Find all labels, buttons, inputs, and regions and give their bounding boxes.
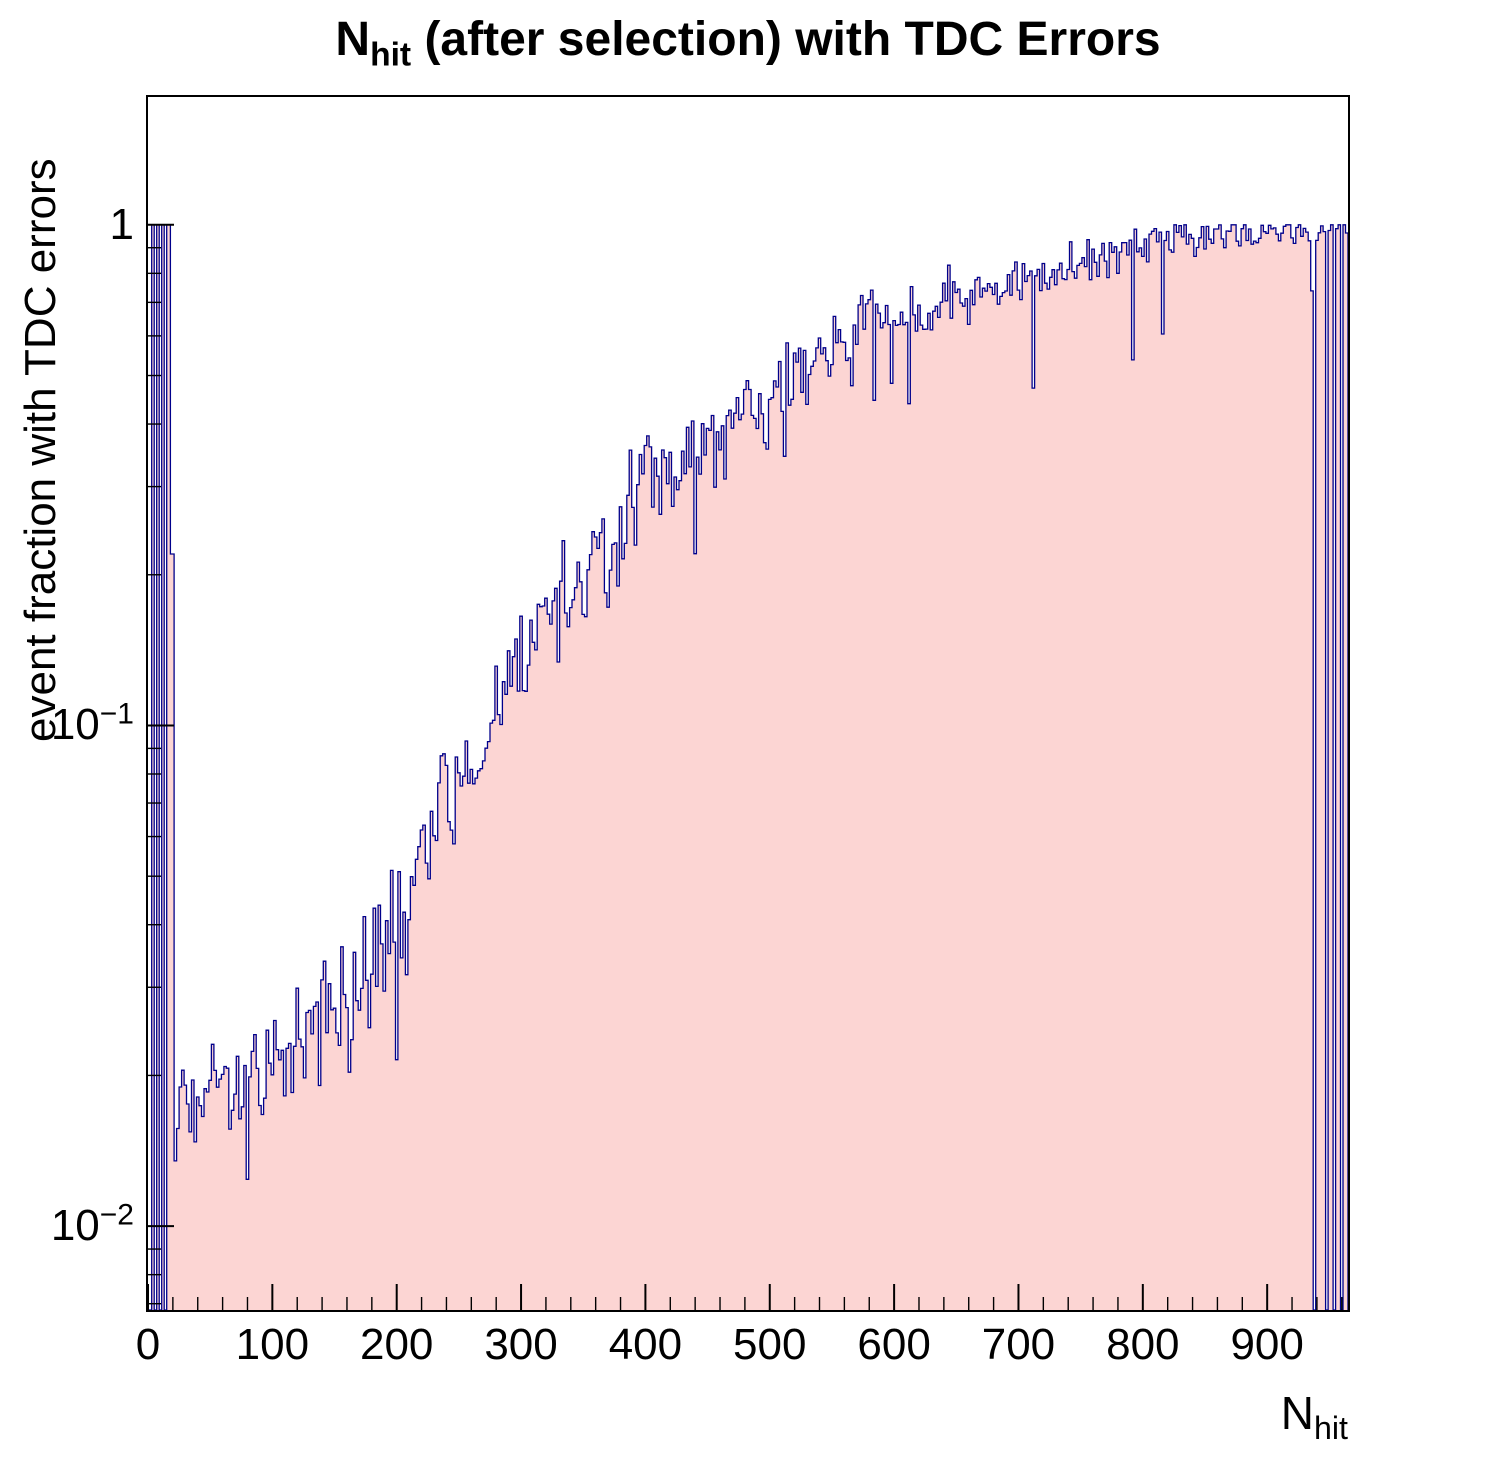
x-tick-label: 600 — [857, 1320, 931, 1369]
y-tick-label: 1 — [109, 199, 134, 249]
histogram-fill — [148, 224, 1348, 1310]
x-axis-title: Nhit — [1048, 1386, 1348, 1447]
x-axis-title-sub: hit — [1314, 1410, 1348, 1447]
x-tick-label: 800 — [1106, 1320, 1180, 1369]
plot-frame — [146, 95, 1350, 1312]
x-tick-label: 300 — [484, 1320, 558, 1369]
histogram-outline — [148, 224, 1348, 1310]
x-tick-label: 700 — [981, 1320, 1056, 1369]
y-tick-label: 10−2 — [50, 1198, 134, 1251]
histogram-plot — [148, 223, 1348, 1310]
chart-title-rest: (after selection) with TDC Errors — [411, 13, 1161, 66]
x-tick-label: 200 — [359, 1320, 434, 1369]
x-tick-label: 400 — [608, 1320, 683, 1369]
x-axis-title-main: N — [1280, 1387, 1314, 1439]
y-tick-label: 10−1 — [50, 697, 134, 750]
x-tick-label: 500 — [733, 1320, 807, 1369]
x-tick-label: 0 — [135, 1320, 161, 1369]
chart-title-main: N — [335, 13, 371, 66]
chart-title: Nhit (after selection) with TDC Errors — [148, 12, 1348, 75]
chart-title-sub: hit — [370, 36, 412, 74]
y-axis-title: event fraction with TDC errors — [16, 158, 65, 742]
x-tick-label: 900 — [1230, 1320, 1304, 1369]
x-tick-label: 100 — [235, 1320, 310, 1369]
